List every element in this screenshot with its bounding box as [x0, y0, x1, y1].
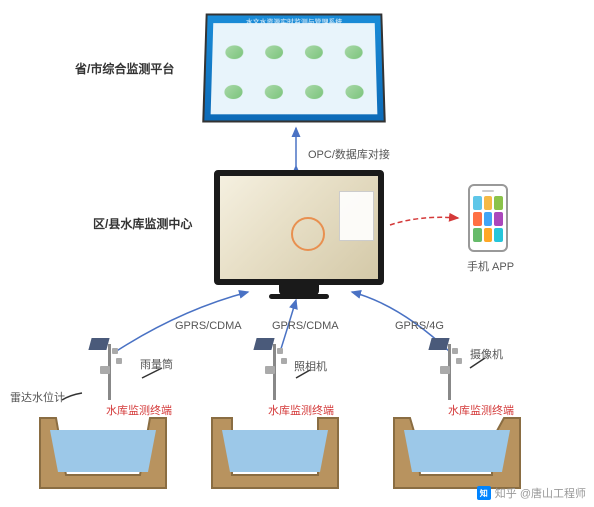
zhihu-icon: 知 — [477, 486, 491, 500]
app-icon — [494, 212, 503, 226]
board-thumbs — [211, 23, 378, 114]
terminal-label: 水库监测终端 — [448, 402, 514, 418]
sensor-icon — [100, 366, 110, 374]
solar-panel-icon — [428, 338, 449, 350]
station — [80, 336, 140, 406]
gprs1-label: GPRS/CDMA — [175, 320, 242, 332]
sensor-icon — [440, 366, 450, 374]
station — [245, 336, 305, 406]
map-legend — [339, 191, 374, 241]
app-icon — [494, 196, 503, 210]
opc-label: OPC/数据库对接 — [308, 146, 390, 162]
sensor-icon — [281, 358, 287, 364]
app-icon — [473, 212, 482, 226]
monitor — [214, 170, 384, 285]
gprs2-label: GPRS/CDMA — [272, 320, 339, 332]
terminal-label: 水库监测终端 — [106, 402, 172, 418]
terminal-label: 水库监测终端 — [268, 402, 334, 418]
phone — [468, 184, 508, 252]
sensor-icon — [452, 348, 458, 354]
watermark: 知 知乎 @唐山工程师 — [477, 485, 586, 501]
app-icon — [484, 228, 493, 242]
platform-board: 水文水资源实时监测与管理系统 — [202, 14, 386, 123]
phone-screen — [473, 196, 503, 242]
sensor-icon — [116, 358, 122, 364]
app-icon — [494, 228, 503, 242]
app-icon — [484, 196, 493, 210]
app-icon — [484, 212, 493, 226]
app-icon — [473, 228, 482, 242]
app-icon — [473, 196, 482, 210]
solar-panel-icon — [88, 338, 109, 350]
sensor-icon — [456, 358, 462, 364]
watermark-text: 知乎 @唐山工程师 — [495, 485, 586, 501]
sensor-icon — [112, 348, 118, 354]
map-screen — [220, 176, 378, 279]
sensor-icon — [277, 348, 283, 354]
station — [420, 336, 480, 406]
gprs3-label: GPRS/4G — [395, 320, 444, 332]
rain-label: 雨量筒 — [140, 356, 173, 372]
phone-label: 手机 APP — [467, 258, 514, 274]
platform-label: 省/市综合监测平台 — [75, 60, 174, 77]
monitor-label: 区/县水库监测中心 — [93, 215, 192, 232]
sensor-icon — [265, 366, 275, 374]
solar-panel-icon — [253, 338, 274, 350]
